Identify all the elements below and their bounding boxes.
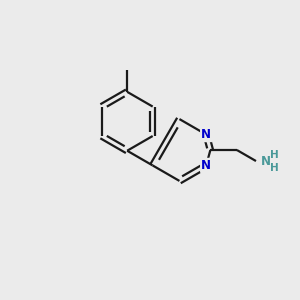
Text: N: N	[201, 128, 211, 141]
Text: N: N	[201, 159, 211, 172]
Text: H: H	[270, 163, 279, 172]
Text: N: N	[260, 154, 270, 167]
Text: H: H	[270, 150, 279, 160]
